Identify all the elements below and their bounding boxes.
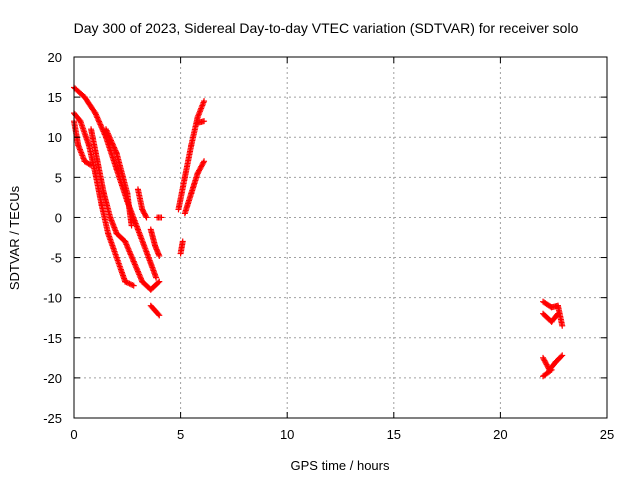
series-arc-e <box>102 126 165 319</box>
series-arc-g <box>540 298 566 380</box>
x-tick-label: 15 <box>387 427 401 442</box>
chart-title: Day 300 of 2023, Sidereal Day-to-day VTE… <box>74 20 579 36</box>
data-markers <box>71 84 566 380</box>
y-tick-label: -5 <box>50 251 62 266</box>
data-point <box>201 158 208 165</box>
x-tick-label: 10 <box>280 427 294 442</box>
y-tick-label: -20 <box>43 371 62 386</box>
x-tick-label: 25 <box>600 427 614 442</box>
data-point <box>200 159 207 166</box>
y-tick-label: -15 <box>43 331 62 346</box>
data-point <box>156 312 163 319</box>
y-tick-label: -25 <box>43 411 62 426</box>
data-point <box>158 214 165 221</box>
data-point <box>130 282 137 289</box>
data-point <box>86 161 93 168</box>
axis-ticks <box>73 56 608 419</box>
y-tick-label: 20 <box>48 50 62 65</box>
x-tick-label: 0 <box>70 427 77 442</box>
data-point <box>156 278 163 285</box>
series-arc-f <box>175 98 208 257</box>
data-point <box>558 353 565 360</box>
tick-labels: 0 5 10 15 20 25 -25 -20 -15 -10 -5 0 5 10 15 20 <box>43 50 614 442</box>
data-point <box>155 279 162 286</box>
data-point <box>201 98 208 105</box>
data-point <box>156 252 163 259</box>
x-tick-label: 5 <box>177 427 184 442</box>
data-point <box>88 162 95 169</box>
x-tick-label: 20 <box>493 427 507 442</box>
data-point <box>559 322 566 329</box>
data-point <box>559 352 566 359</box>
y-tick-label: -10 <box>43 291 62 306</box>
data-point <box>142 213 149 220</box>
plot-frame <box>73 56 608 419</box>
data-point <box>554 310 561 317</box>
grid <box>74 57 607 418</box>
data-point <box>548 366 555 373</box>
data-point <box>554 311 561 318</box>
data-point <box>179 238 186 245</box>
series-arc-d <box>88 126 163 293</box>
data-point <box>143 214 150 221</box>
y-tick-label: 10 <box>48 130 62 145</box>
data-point <box>155 311 162 318</box>
y-tick-label: 15 <box>48 90 62 105</box>
y-axis-label: SDTVAR / TECUs <box>7 185 22 290</box>
x-axis-label: GPS time / hours <box>291 458 390 473</box>
data-point <box>128 222 135 229</box>
y-tick-label: 5 <box>55 170 62 185</box>
data-point <box>153 274 160 281</box>
data-point <box>547 367 554 374</box>
data-point <box>201 118 208 125</box>
y-tick-label: 0 <box>55 210 62 225</box>
